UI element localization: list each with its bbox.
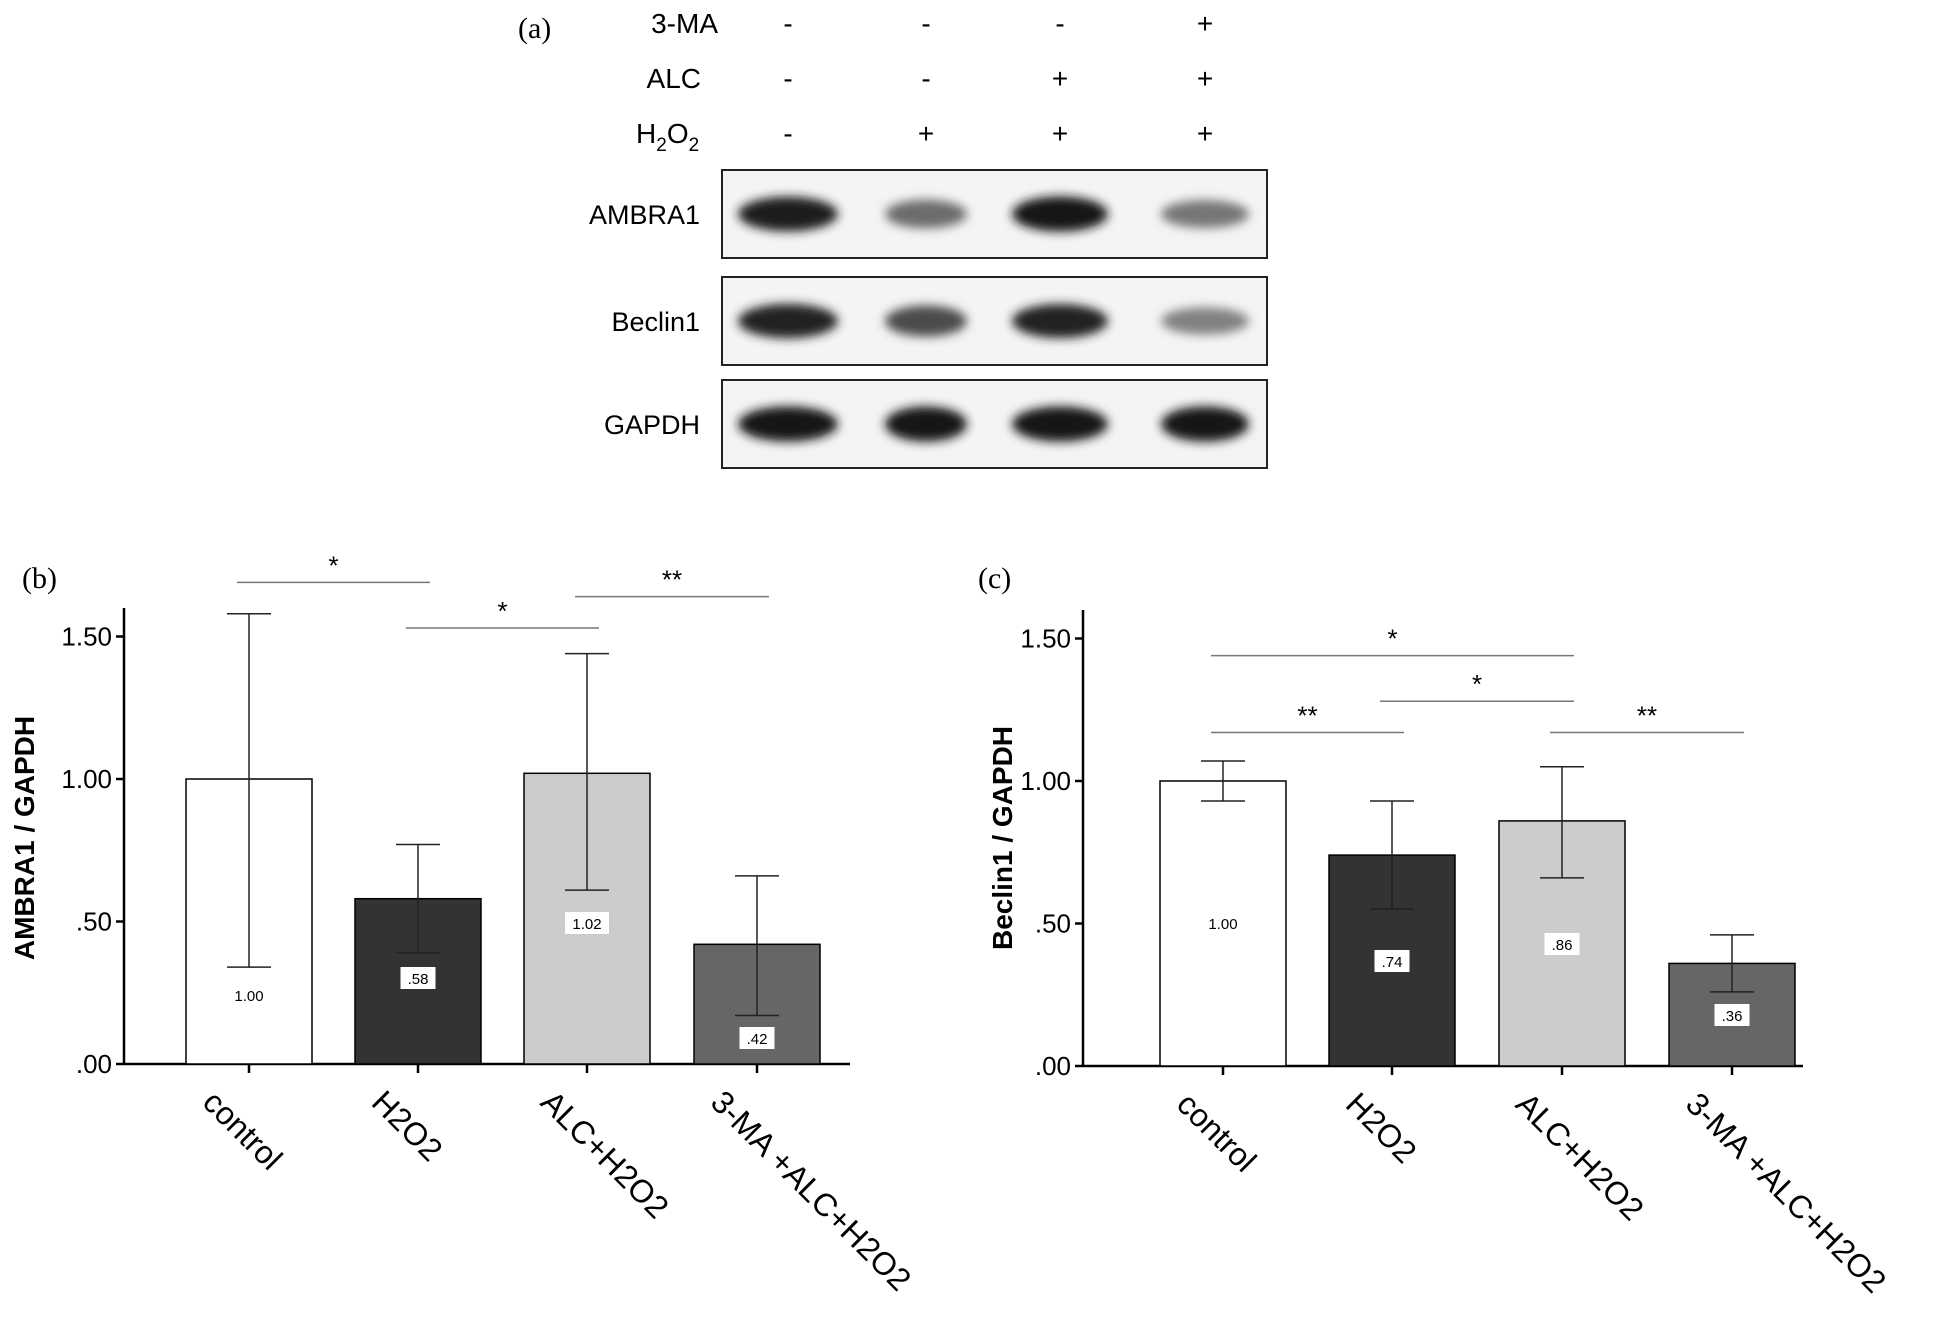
- y-tick-label: 1.50: [61, 622, 112, 652]
- blot-band: [885, 406, 967, 442]
- value-label: 1.00: [1208, 916, 1237, 933]
- y-axis-label-beclin1: Beclin1 / GAPDH: [987, 726, 1018, 950]
- x-tick-label: control: [196, 1083, 289, 1176]
- blot-label: GAPDH: [604, 410, 700, 440]
- blot-band: [738, 406, 838, 442]
- treatment-label-h2o2: H2O2: [636, 118, 699, 156]
- blot-band: [1161, 406, 1249, 442]
- panel-a-western-blot: (a) 3-MA ALC H2O2 - - - + - - + + - + + + AMBRA1 Bec…: [518, 8, 1268, 469]
- value-label: 1.00: [234, 988, 263, 1005]
- treatment-sign: -: [921, 63, 930, 94]
- y-tick-label: 1.00: [1020, 766, 1071, 796]
- value-label: .58: [408, 971, 429, 988]
- blot-band: [1161, 200, 1249, 228]
- blot-band: [885, 199, 967, 229]
- significance-star: **: [1297, 701, 1317, 731]
- blot-band: [738, 196, 838, 232]
- significance-star: *: [328, 550, 338, 580]
- blot-band: [1012, 303, 1108, 339]
- treatment-sign: +: [1052, 118, 1068, 149]
- significance-star: *: [1472, 669, 1482, 699]
- chart-beclin1: (c) Beclin1 / GAPDH .00 .50 1.00 1.50 1.00 co…: [978, 562, 1893, 1300]
- y-tick-label: .50: [1035, 909, 1071, 939]
- value-label-bg: [1714, 1004, 1750, 1026]
- blot-band: [1161, 307, 1249, 335]
- y-tick-label: .00: [76, 1049, 112, 1079]
- x-tick-label: H2O2: [365, 1083, 450, 1168]
- significance-star: **: [662, 565, 682, 595]
- treatment-sign: +: [1197, 118, 1213, 149]
- treatment-label-3ma: 3-MA: [651, 8, 718, 39]
- treatment-label-alc: ALC: [647, 63, 701, 94]
- treatment-sign: +: [1052, 63, 1068, 94]
- x-tick-label: ALC+H2O2: [1509, 1085, 1651, 1227]
- value-label: .74: [1382, 954, 1403, 971]
- value-label: .86: [1552, 937, 1573, 954]
- value-label: 1.02: [572, 916, 601, 933]
- y-tick-label: .50: [76, 907, 112, 937]
- value-label-bg: [400, 967, 436, 989]
- y-tick-label: 1.00: [61, 764, 112, 794]
- significance-star: *: [497, 596, 507, 626]
- blot-label: Beclin1: [611, 307, 700, 337]
- y-axis-label-ambra1: AMBRA1 / GAPDH: [9, 716, 40, 960]
- panel-a-label: (a): [518, 12, 551, 45]
- value-label-bg: [1374, 950, 1410, 972]
- x-tick-label: ALC+H2O2: [534, 1083, 676, 1225]
- treatment-sign: -: [783, 63, 792, 94]
- treatment-sign: +: [1197, 8, 1213, 39]
- treatment-signs: - - - + - - + + - + + +: [783, 8, 1213, 149]
- value-label-bg: [227, 984, 271, 1006]
- x-tick-label: 3-MA +ALC+H2O2: [704, 1083, 918, 1297]
- treatment-sign: -: [783, 118, 792, 149]
- panel-c-label: (c): [978, 562, 1011, 595]
- blot-label: AMBRA1: [589, 200, 700, 230]
- y-tick-label: 1.50: [1020, 624, 1071, 654]
- chart-ambra1: (b) AMBRA1 / GAPDH .00 .50 1.00 1.50 1.00 con…: [9, 550, 918, 1297]
- treatment-sign: -: [783, 8, 792, 39]
- blot-rows: AMBRA1 Beclin1 GAPDH: [589, 169, 1268, 469]
- x-tick-label: 3-MA +ALC+H2O2: [1679, 1085, 1893, 1299]
- treatment-sign: -: [921, 8, 930, 39]
- treatment-sign: -: [1055, 8, 1064, 39]
- x-tick-label: control: [1170, 1085, 1263, 1178]
- value-label-bg: [565, 912, 609, 934]
- treatment-sign: +: [1197, 63, 1213, 94]
- value-label: .36: [1722, 1008, 1743, 1025]
- significance-star: **: [1637, 701, 1657, 731]
- blot-band: [1012, 196, 1108, 232]
- blot-band: [885, 305, 967, 337]
- x-tick-label: H2O2: [1339, 1085, 1424, 1170]
- panel-b-label: (b): [22, 562, 57, 595]
- significance-star: *: [1387, 624, 1397, 654]
- value-label: .42: [747, 1031, 768, 1048]
- treatment-sign: +: [918, 118, 934, 149]
- y-tick-label: .00: [1035, 1051, 1071, 1081]
- value-label-bg: [1201, 912, 1245, 934]
- value-label-bg: [739, 1027, 775, 1049]
- blot-band: [1012, 406, 1108, 442]
- value-label-bg: [1544, 933, 1580, 955]
- blot-band: [738, 303, 838, 339]
